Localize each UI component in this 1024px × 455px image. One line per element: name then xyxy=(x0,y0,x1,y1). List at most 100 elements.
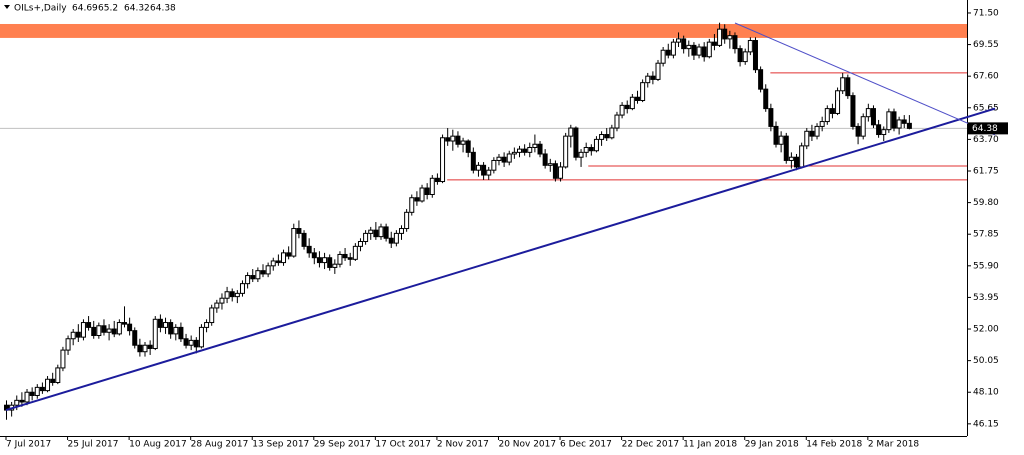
candle-body xyxy=(455,135,461,145)
x-tick-label: 14 Feb 2018 xyxy=(806,440,862,450)
candle-body xyxy=(316,257,322,264)
candle-body xyxy=(332,263,338,268)
candle-body xyxy=(116,322,122,335)
y-tick-label: 52.00 xyxy=(973,325,999,335)
candle-body xyxy=(881,129,887,136)
candle-body xyxy=(804,130,810,147)
header-open: 64.69 xyxy=(72,4,98,14)
candle-body xyxy=(419,187,425,202)
candle-body xyxy=(655,62,661,80)
candle-body xyxy=(794,156,800,168)
candle-body xyxy=(229,291,235,298)
candle-body xyxy=(660,49,666,64)
candle-body xyxy=(773,125,779,145)
candle-body xyxy=(778,135,784,145)
candle-body xyxy=(178,326,184,340)
y-tick-label: 55.90 xyxy=(973,261,999,271)
candle-body xyxy=(614,114,620,129)
candle-body xyxy=(265,265,271,275)
candle-body xyxy=(511,151,517,155)
candle-body xyxy=(835,90,841,114)
resistance-zone xyxy=(0,23,967,38)
candle-body xyxy=(742,51,748,63)
candle-body xyxy=(183,338,189,346)
candle-body xyxy=(670,41,676,56)
candle-body xyxy=(219,297,225,304)
candle-body xyxy=(24,391,30,403)
x-tick-label: 22 Dec 2017 xyxy=(622,440,680,450)
candle-body xyxy=(681,38,687,50)
candle-body xyxy=(865,108,871,118)
candle-body xyxy=(306,245,312,254)
x-tick-label: 29 Sep 2017 xyxy=(314,440,371,450)
candle-body xyxy=(645,75,651,84)
candle-body xyxy=(624,104,630,110)
x-tick-label: 25 Jul 2017 xyxy=(68,440,119,450)
candle-body xyxy=(152,318,158,349)
x-tick-label: 6 Dec 2017 xyxy=(560,440,612,450)
plot-area xyxy=(0,22,967,420)
candle-body xyxy=(609,127,615,139)
y-tick-label: 69.55 xyxy=(973,40,999,50)
candle-body xyxy=(496,156,502,161)
candle-body xyxy=(19,399,25,403)
candle-body xyxy=(583,146,589,153)
candle-body xyxy=(501,156,507,163)
candle-body xyxy=(101,325,107,333)
candle-body xyxy=(891,111,897,129)
candle-body xyxy=(558,166,564,179)
candle-body xyxy=(75,331,81,338)
candle-body xyxy=(291,228,297,257)
y-tick-label: 61.75 xyxy=(973,166,999,176)
candle-body xyxy=(414,197,420,202)
candle-body xyxy=(727,35,733,40)
x-tick-label: 20 Nov 2017 xyxy=(498,440,556,450)
candle-body xyxy=(470,151,476,171)
candle-body xyxy=(121,322,127,325)
candle-body xyxy=(296,228,302,234)
y-tick-label: 59.80 xyxy=(973,198,999,208)
candle-body xyxy=(275,260,281,264)
x-tick-label: 17 Oct 2017 xyxy=(375,440,431,450)
candle-body xyxy=(86,322,92,328)
candle-body xyxy=(14,399,20,406)
candle-body xyxy=(445,137,451,142)
candle-body xyxy=(475,164,481,171)
candle-body xyxy=(465,140,471,153)
candle-body xyxy=(829,108,835,114)
candle-body xyxy=(373,229,379,238)
candle-body xyxy=(91,326,97,337)
candle-body xyxy=(819,121,825,127)
candle-body xyxy=(722,28,728,40)
candle-body xyxy=(450,135,456,142)
candle-body xyxy=(855,125,861,137)
candle-body xyxy=(527,146,533,153)
candle-body xyxy=(686,44,692,50)
candle-body xyxy=(96,325,102,337)
candle-body xyxy=(532,143,538,148)
x-tick-label: 7 Jul 2017 xyxy=(6,440,51,450)
candle-body xyxy=(281,252,287,264)
candle-body xyxy=(34,386,40,396)
candle-body xyxy=(768,108,774,127)
candle-body xyxy=(270,260,276,267)
candle-body xyxy=(788,156,794,161)
candle-body xyxy=(357,241,363,247)
y-tick-label: 53.95 xyxy=(973,293,999,303)
candle-body xyxy=(424,187,430,195)
candle-body xyxy=(901,119,907,124)
candle-body xyxy=(593,138,599,152)
candle-body xyxy=(896,119,902,129)
candle-body xyxy=(517,148,522,153)
candle-body xyxy=(824,108,830,123)
candle-body xyxy=(691,44,697,56)
candle-body xyxy=(763,88,769,110)
candle-body xyxy=(696,46,702,56)
candle-body xyxy=(39,386,45,392)
candle-body xyxy=(363,232,369,243)
candle-body xyxy=(506,153,512,163)
candle-body xyxy=(552,163,558,179)
candle-body xyxy=(737,48,743,63)
candle-body xyxy=(322,257,328,264)
candle-body xyxy=(573,127,579,158)
